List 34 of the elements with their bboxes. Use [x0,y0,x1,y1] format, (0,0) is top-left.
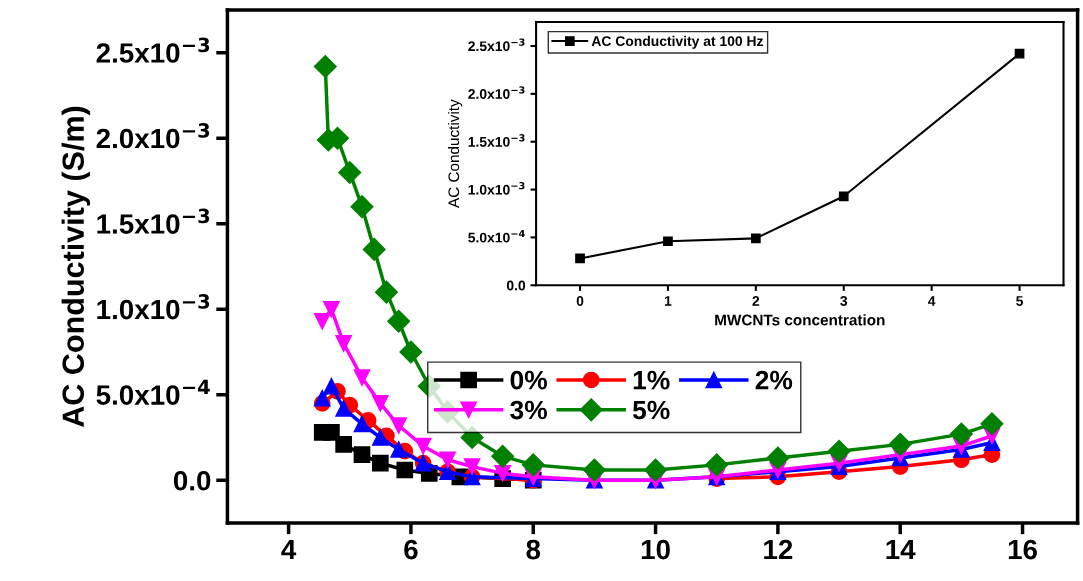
legend-label: 0% [510,370,547,390]
legend-label: 3% [510,400,547,420]
y-tick-label: 2.5x10$^{−3}$ [96,37,210,63]
x-tick-label: 12 [764,539,793,560]
legend-label: 2% [755,370,793,390]
x-tick-label: 4 [928,296,936,306]
y-tick-label: 1.5x10$^{−3}$ [468,134,525,147]
y-tick-label: 1.5x10$^{−3}$ [97,208,210,234]
y-tick-label: 5.0x10$^{−4}$ [96,379,210,405]
x-tick-label: 6 [404,539,418,560]
y-tick-label: 1.0x10$^{−3}$ [468,181,525,195]
legend-label: 5% [632,400,670,420]
y-tick-label: 2.0x10$^{−3}$ [468,86,525,99]
y-tick-label: 1.0x10$^{−3}$ [97,294,210,320]
x-tick-label: 3 [840,296,848,306]
y-tick-label: 0.0 [173,470,211,491]
x-tick-label: 5 [1016,296,1024,306]
x-tick-label: 10 [641,539,670,560]
x-tick-label: 4 [281,540,297,560]
x-tick-label: 14 [886,540,916,560]
legend-label: 1% [633,370,670,390]
x-tick-label: 16 [1008,539,1037,560]
y-tick-label: 2.0x10$^{−3}$ [96,123,210,149]
x-tick-label: 0 [576,296,584,306]
x-tick-label: 1 [664,296,672,306]
x-tick-label: 2 [752,296,760,306]
x-axis-title: MWCNTs concentration [715,314,885,326]
x-tick-label: 8 [526,539,541,560]
y-tick-label: 5.0x10$^{−4}$ [468,229,525,243]
y-axis-title: AC Conductivity (S/m) [61,106,91,427]
y-axis-title: AC Conductivity [447,99,463,208]
y-tick-label: 0.0 [506,280,526,291]
legend-label: AC Conductivity at 100 Hz [591,35,763,49]
y-tick-label: 2.5x10$^{−3}$ [468,38,525,52]
